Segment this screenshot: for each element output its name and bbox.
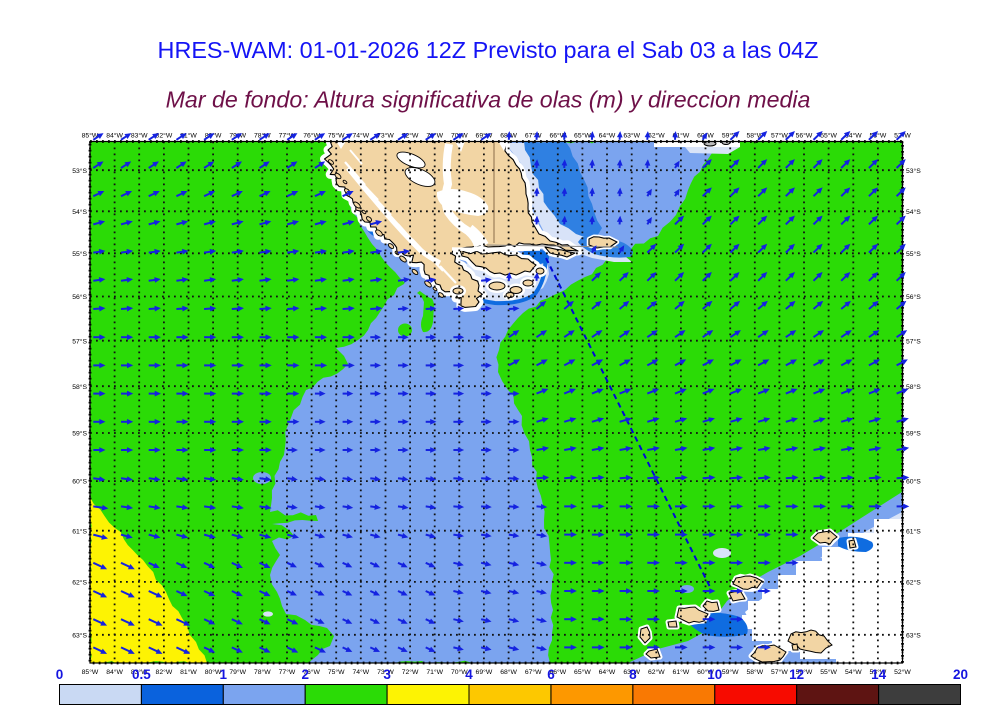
- svg-text:72°W: 72°W: [402, 668, 419, 676]
- svg-text:84°W: 84°W: [106, 132, 123, 140]
- svg-text:56°W: 56°W: [796, 132, 813, 140]
- svg-text:57°W: 57°W: [771, 668, 788, 676]
- svg-text:0: 0: [56, 667, 64, 682]
- svg-text:55°S: 55°S: [72, 250, 87, 258]
- svg-text:61°S: 61°S: [906, 527, 921, 535]
- svg-text:82°W: 82°W: [156, 668, 173, 676]
- svg-text:63°W: 63°W: [623, 132, 640, 140]
- svg-text:10: 10: [707, 667, 722, 682]
- svg-text:0.5: 0.5: [132, 667, 151, 682]
- svg-text:14: 14: [871, 667, 887, 682]
- svg-text:63°S: 63°S: [72, 631, 87, 639]
- svg-text:20: 20: [953, 667, 968, 682]
- svg-text:60°S: 60°S: [906, 478, 921, 486]
- svg-text:68°W: 68°W: [500, 668, 517, 676]
- svg-text:77°W: 77°W: [279, 668, 296, 676]
- svg-text:82°W: 82°W: [156, 132, 173, 140]
- svg-text:65°W: 65°W: [574, 132, 591, 140]
- svg-text:55°W: 55°W: [820, 132, 837, 140]
- svg-text:79°W: 79°W: [229, 668, 246, 676]
- svg-text:61°W: 61°W: [673, 668, 690, 676]
- svg-text:57°W: 57°W: [771, 132, 788, 140]
- svg-text:53°S: 53°S: [72, 167, 87, 175]
- svg-text:Mar de fondo: Altura significa: Mar de fondo: Altura significativa de ol…: [166, 87, 811, 113]
- svg-text:84°W: 84°W: [106, 668, 123, 676]
- svg-text:71°W: 71°W: [426, 668, 443, 676]
- svg-text:56°S: 56°S: [906, 293, 921, 301]
- svg-text:4: 4: [465, 667, 473, 682]
- svg-text:1: 1: [220, 667, 228, 682]
- svg-text:6: 6: [547, 667, 555, 682]
- svg-text:58°W: 58°W: [746, 668, 763, 676]
- svg-text:52°W: 52°W: [894, 668, 911, 676]
- svg-text:81°W: 81°W: [180, 668, 197, 676]
- svg-text:HRES-WAM: 01-01-2026 12Z Previ: HRES-WAM: 01-01-2026 12Z Previsto para e…: [158, 37, 819, 63]
- svg-text:75°W: 75°W: [328, 668, 345, 676]
- svg-text:57°S: 57°S: [906, 337, 921, 345]
- svg-text:74°W: 74°W: [352, 668, 369, 676]
- svg-text:55°S: 55°S: [906, 250, 921, 258]
- svg-text:59°S: 59°S: [72, 430, 87, 438]
- svg-text:69°W: 69°W: [476, 668, 493, 676]
- svg-text:74°W: 74°W: [352, 132, 369, 140]
- svg-text:12: 12: [789, 667, 804, 682]
- svg-text:54°S: 54°S: [906, 208, 921, 216]
- svg-text:67°W: 67°W: [525, 668, 542, 676]
- svg-text:60°S: 60°S: [72, 478, 87, 486]
- svg-text:57°S: 57°S: [72, 337, 87, 345]
- svg-text:78°W: 78°W: [254, 668, 271, 676]
- svg-text:63°S: 63°S: [906, 631, 921, 639]
- svg-text:61°S: 61°S: [72, 527, 87, 535]
- svg-text:58°S: 58°S: [906, 383, 921, 391]
- svg-text:62°W: 62°W: [648, 132, 665, 140]
- svg-text:59°S: 59°S: [906, 430, 921, 438]
- svg-text:67°W: 67°W: [525, 132, 542, 140]
- svg-text:3: 3: [383, 667, 391, 682]
- svg-text:62°S: 62°S: [72, 579, 87, 587]
- svg-text:62°W: 62°W: [648, 668, 665, 676]
- svg-text:2: 2: [301, 667, 309, 682]
- svg-text:62°S: 62°S: [906, 579, 921, 587]
- svg-text:83°W: 83°W: [131, 132, 148, 140]
- svg-text:58°S: 58°S: [72, 383, 87, 391]
- svg-text:73°W: 73°W: [377, 132, 394, 140]
- svg-text:85°W: 85°W: [82, 668, 99, 676]
- svg-text:8: 8: [629, 667, 637, 682]
- svg-text:54°S: 54°S: [72, 208, 87, 216]
- svg-text:56°S: 56°S: [72, 293, 87, 301]
- svg-text:75°W: 75°W: [328, 132, 345, 140]
- svg-text:64°W: 64°W: [599, 668, 616, 676]
- svg-text:64°W: 64°W: [599, 132, 616, 140]
- svg-text:53°S: 53°S: [906, 167, 921, 175]
- svg-text:55°W: 55°W: [820, 668, 837, 676]
- svg-text:54°W: 54°W: [845, 668, 862, 676]
- svg-text:65°W: 65°W: [574, 668, 591, 676]
- svg-text:59°W: 59°W: [722, 668, 739, 676]
